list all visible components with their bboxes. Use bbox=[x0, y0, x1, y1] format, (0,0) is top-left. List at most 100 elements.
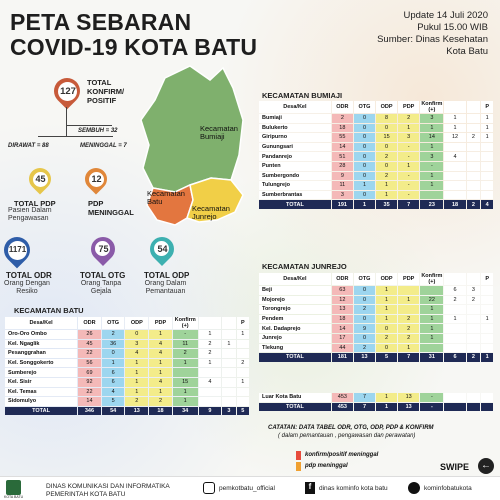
table-cell: 1 bbox=[420, 324, 444, 333]
table-cell bbox=[481, 295, 493, 305]
footer-tw[interactable]: kominfobatukota bbox=[424, 485, 472, 492]
table-cell: 1 bbox=[172, 397, 198, 406]
table-cell: Pandanrejo bbox=[259, 152, 331, 161]
table-cell bbox=[466, 333, 481, 343]
table-cell bbox=[481, 161, 493, 171]
table-cell: 4 bbox=[149, 349, 172, 358]
table-cell: 0 bbox=[376, 123, 398, 133]
table-cell: 0 bbox=[353, 295, 376, 305]
footer-fb[interactable]: dinas kominfo kota batu bbox=[319, 485, 388, 492]
table-row: Tulungrejo 11 1 1-1 bbox=[259, 181, 493, 190]
table-cell bbox=[466, 190, 481, 200]
table-cell: 69 bbox=[78, 368, 101, 377]
odp-label: TOTAL ODP bbox=[144, 271, 190, 280]
table-cell: 14 bbox=[331, 142, 353, 152]
table-row: Tlekung 44 2 0 1 bbox=[259, 343, 493, 353]
table-cell: 14 bbox=[78, 397, 101, 406]
table-cell: 9 bbox=[353, 324, 376, 333]
table-cell: 3 bbox=[420, 114, 444, 123]
legend-pdp: pdp meninggal bbox=[305, 463, 348, 469]
table-luar-kota: Luar Kota Batu 453 7 1 13- TOTAL 453 7 1 13- bbox=[258, 392, 494, 412]
total-cell: 2 bbox=[466, 200, 481, 209]
table-cell: 1 bbox=[376, 295, 398, 305]
table-cell: 2 bbox=[444, 295, 466, 305]
table-cell: 1 bbox=[172, 387, 198, 397]
table-row: Pandanrejo 51 0 2-3 4 bbox=[259, 152, 493, 161]
table-cell bbox=[466, 314, 481, 324]
table-cell bbox=[444, 333, 466, 343]
table-cell: 1 bbox=[236, 377, 249, 387]
table-cell: - bbox=[398, 181, 420, 190]
table-row: Torongrejo 13 2 1 1 bbox=[259, 305, 493, 314]
table-cell: - bbox=[398, 142, 420, 152]
table-header-cell: Konfirm (+) bbox=[420, 101, 444, 113]
table-cell: 63 bbox=[331, 286, 353, 295]
table-cell bbox=[222, 397, 236, 406]
dirawat-label: DIRAWAT = 88 bbox=[8, 143, 49, 149]
update-source: Sumber: Dinas Kesehatan bbox=[377, 34, 488, 45]
table-cell: 2 bbox=[398, 333, 420, 343]
table-cell: 1 bbox=[420, 123, 444, 133]
footer-logo-text: KOTA BATU bbox=[4, 495, 24, 499]
table-cell: Oro-Oro Ombo bbox=[5, 330, 78, 339]
table-total-row: TOTAL 453 7 1 13- bbox=[259, 402, 493, 412]
total-cell: 3 bbox=[222, 406, 236, 416]
table-header-cell: OTG bbox=[353, 273, 376, 285]
table-cell bbox=[466, 324, 481, 333]
facebook-icon[interactable]: f bbox=[305, 482, 315, 494]
table-row: Sumbergondo 9 0 2-1 bbox=[259, 171, 493, 181]
table-cell: 1 bbox=[222, 339, 236, 349]
table-row: Kel. Dadaprejo 14 9 0 2 1 bbox=[259, 324, 493, 333]
table-cell bbox=[466, 161, 481, 171]
total-cell: 5 bbox=[376, 353, 398, 362]
table-cell: 2 bbox=[398, 314, 420, 324]
table-cell: Kel. Ngaglik bbox=[5, 339, 78, 349]
total-cell: - bbox=[420, 402, 444, 412]
table-cell: 2 bbox=[376, 333, 398, 343]
table-cell bbox=[198, 368, 222, 377]
table-cell: 2 bbox=[376, 152, 398, 161]
update-info: Update 14 Juli 2020 Pukul 15.00 WIB Sumb… bbox=[377, 10, 488, 58]
table-header-cell: Konfirm (+) bbox=[172, 317, 198, 329]
table-header-cell: Konfirm (+) bbox=[420, 273, 444, 285]
table-cell: 2 bbox=[198, 349, 222, 358]
table-row: Bulukerto 18 0 0 1 1 1 1 bbox=[259, 123, 493, 133]
table-cell: Kel. Sisir bbox=[5, 377, 78, 387]
table-cell bbox=[444, 190, 466, 200]
junrejo-title: KECAMATAN JUNREJO bbox=[262, 262, 347, 271]
konfirm-label: TOTAL KONFIRM/ POSITIF bbox=[87, 78, 125, 105]
meninggal-label: MENINGGAL = 7 bbox=[80, 143, 127, 149]
table-cell: Sumbergondo bbox=[259, 171, 331, 181]
arrow-left-icon[interactable]: ← bbox=[478, 458, 494, 474]
table-cell: 3 bbox=[125, 339, 149, 349]
table-cell: 1 bbox=[398, 123, 420, 133]
total-cell: 35 bbox=[376, 200, 398, 209]
table-cell: Giripurno bbox=[259, 133, 331, 142]
table-header-cell: ODR bbox=[78, 317, 101, 329]
table-cell: 2 bbox=[172, 349, 198, 358]
table-cell: 26 bbox=[78, 330, 101, 339]
table-cell: 11 bbox=[331, 181, 353, 190]
footer-ig[interactable]: pemkotbatu_official bbox=[219, 485, 275, 492]
table-cell: 0 bbox=[353, 161, 376, 171]
map-kota-batu bbox=[140, 65, 244, 226]
table-cell: Tlekung bbox=[259, 343, 331, 353]
table-cell: 1 bbox=[172, 358, 198, 368]
total-cell bbox=[444, 402, 466, 412]
swipe-label[interactable]: SWIPE bbox=[440, 462, 470, 472]
table-cell: Gunungsari bbox=[259, 142, 331, 152]
map-junrejo bbox=[186, 177, 244, 223]
total-cell: 5 bbox=[236, 406, 249, 416]
table-cell: 0 bbox=[353, 114, 376, 123]
update-source-city: Kota Batu bbox=[446, 46, 488, 57]
table-cell: 4 bbox=[444, 152, 466, 161]
instagram-icon[interactable] bbox=[203, 482, 215, 494]
table-cell: 0 bbox=[125, 330, 149, 339]
table-cell bbox=[481, 305, 493, 314]
table-cell: 2 bbox=[353, 305, 376, 314]
table-cell bbox=[481, 190, 493, 200]
table-cell: 6 bbox=[444, 286, 466, 295]
twitter-icon[interactable] bbox=[408, 482, 420, 494]
total-cell: 18 bbox=[444, 200, 466, 209]
table-cell bbox=[444, 305, 466, 314]
